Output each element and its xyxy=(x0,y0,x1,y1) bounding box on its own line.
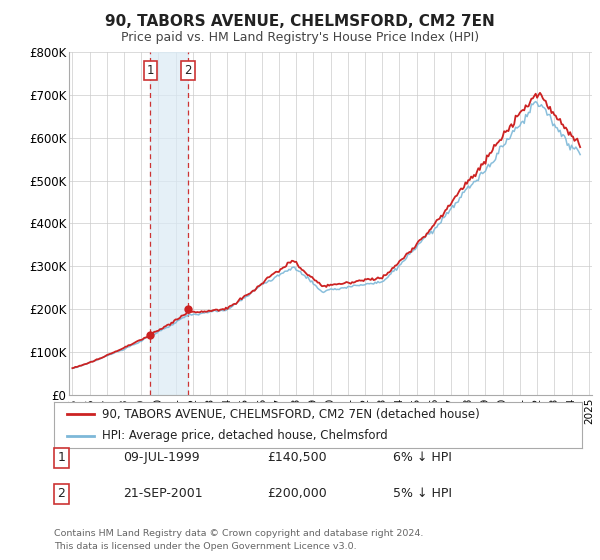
Text: £200,000: £200,000 xyxy=(267,487,327,501)
Text: 90, TABORS AVENUE, CHELMSFORD, CM2 7EN (detached house): 90, TABORS AVENUE, CHELMSFORD, CM2 7EN (… xyxy=(101,408,479,421)
Text: 5% ↓ HPI: 5% ↓ HPI xyxy=(393,487,452,501)
Text: Price paid vs. HM Land Registry's House Price Index (HPI): Price paid vs. HM Land Registry's House … xyxy=(121,31,479,44)
Text: HPI: Average price, detached house, Chelmsford: HPI: Average price, detached house, Chel… xyxy=(101,429,387,442)
Text: 90, TABORS AVENUE, CHELMSFORD, CM2 7EN: 90, TABORS AVENUE, CHELMSFORD, CM2 7EN xyxy=(105,14,495,29)
Text: This data is licensed under the Open Government Licence v3.0.: This data is licensed under the Open Gov… xyxy=(54,542,356,550)
Text: Contains HM Land Registry data © Crown copyright and database right 2024.: Contains HM Land Registry data © Crown c… xyxy=(54,529,424,538)
Text: 21-SEP-2001: 21-SEP-2001 xyxy=(123,487,203,501)
Text: 1: 1 xyxy=(146,64,154,77)
Text: 6% ↓ HPI: 6% ↓ HPI xyxy=(393,451,452,464)
Bar xyxy=(150,52,188,395)
Text: £140,500: £140,500 xyxy=(267,451,326,464)
Text: 09-JUL-1999: 09-JUL-1999 xyxy=(123,451,200,464)
Text: 1: 1 xyxy=(57,451,65,464)
Text: 2: 2 xyxy=(184,64,192,77)
Text: 2: 2 xyxy=(57,487,65,501)
